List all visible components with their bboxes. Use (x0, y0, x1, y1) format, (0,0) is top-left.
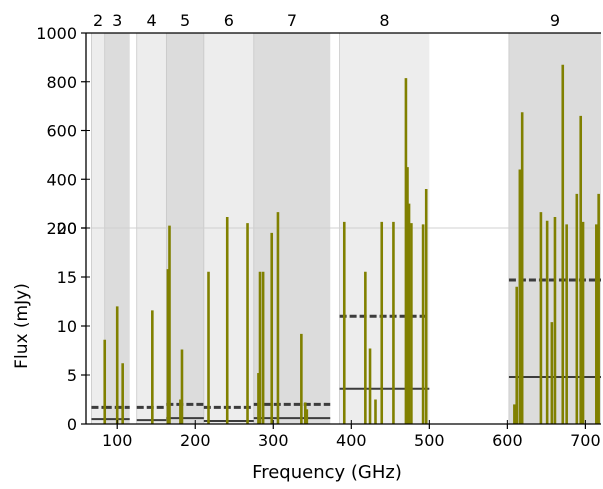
y-tick-label-5: 5 (67, 366, 77, 385)
spectral-lines-group (103, 64, 600, 424)
x-axis-ticks: 100 200 300 400 500 600 700 (102, 420, 601, 450)
x-tick-label-200: 200 (180, 431, 211, 450)
y-tick-label-10: 10 (57, 317, 77, 336)
y-tick-label-20: 20 (57, 219, 77, 238)
x-axis-label: Frequency (GHz) (252, 462, 402, 483)
band-label-8: 8 (379, 11, 389, 30)
y-axis-label: Flux (mJy) (12, 283, 32, 369)
y-tick-label-0: 0 (67, 415, 77, 434)
x-tick-label-700: 700 (570, 431, 601, 450)
band-label-2: 2 (93, 11, 103, 30)
x-tick-label-100: 100 (102, 431, 133, 450)
band-label-5: 5 (180, 11, 190, 30)
y-tick-label-200: 200 (46, 219, 77, 238)
band-label-6: 6 (224, 11, 234, 30)
y-tick-label-800: 800 (46, 73, 77, 92)
x-tick-label-400: 400 (336, 431, 367, 450)
y-tick-label-15: 15 (57, 268, 77, 287)
x-tick-label-600: 600 (492, 431, 523, 450)
band-label-7: 7 (287, 11, 297, 30)
y-tick-label-600: 600 (46, 122, 77, 141)
x-tick-label-500: 500 (414, 431, 445, 450)
x-tick-label-300: 300 (258, 431, 289, 450)
band-label-4: 4 (146, 11, 156, 30)
band-label-9: 9 (550, 11, 560, 30)
y-tick-label-1000: 1000 (36, 24, 77, 43)
y-tick-label-400: 400 (46, 170, 77, 189)
band-label-3: 3 (112, 11, 122, 30)
